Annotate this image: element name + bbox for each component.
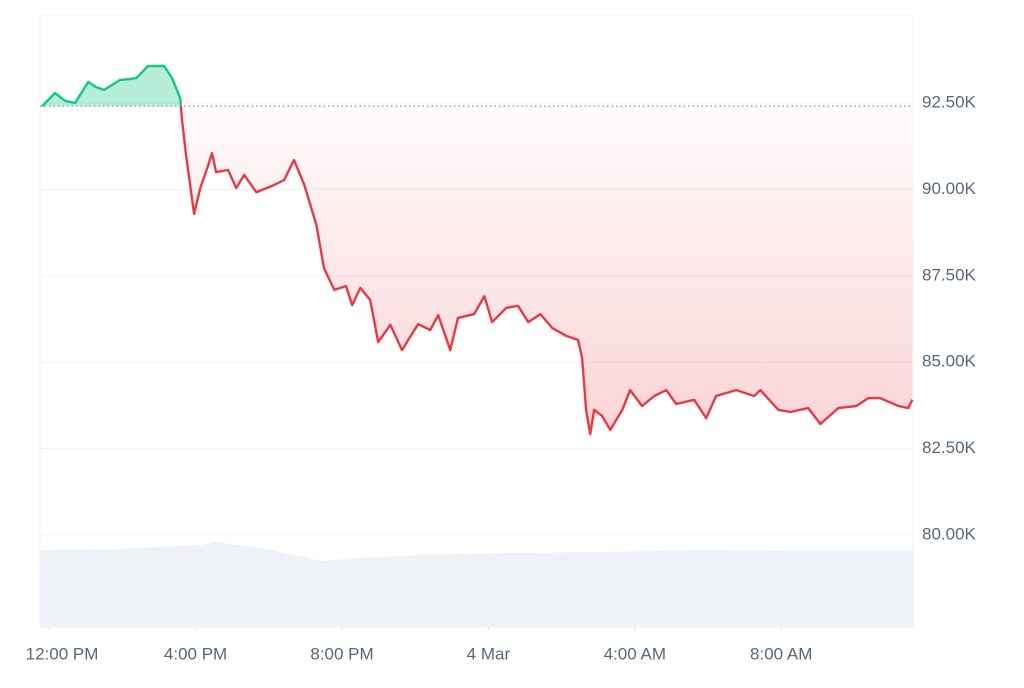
y-tick-label: 82.50K (922, 438, 977, 457)
x-tick-label: 8:00 AM (750, 644, 812, 663)
y-tick-label: 80.00K (922, 524, 977, 543)
y-tick-label: 85.00K (922, 352, 977, 371)
x-tick-label: 4:00 AM (604, 644, 666, 663)
x-tick-label: 4:00 PM (164, 644, 227, 663)
y-tick-label: 92.50K (922, 92, 977, 111)
x-tick-label: 4 Mar (467, 644, 511, 663)
volume-area (40, 542, 913, 627)
price-line (41, 64, 914, 436)
y-tick-label: 87.50K (922, 265, 977, 284)
plot: 80.00K 82.50K 85.00K 87.50K 90.00K 92.50K 12:0… (26, 64, 977, 663)
y-tick-label: 90.00K (922, 179, 977, 198)
area-fill (42, 66, 913, 434)
x-tick-label: 8:00 PM (310, 644, 373, 663)
x-tick-label: 12:00 PM (26, 644, 99, 663)
